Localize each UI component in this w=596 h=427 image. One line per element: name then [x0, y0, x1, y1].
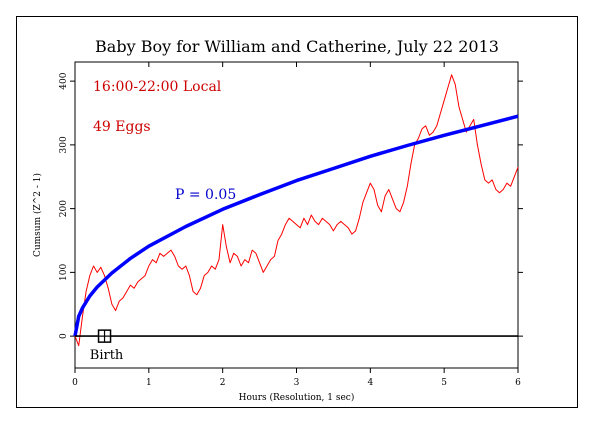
x-tick-label: 0 — [72, 378, 78, 388]
x-tick-label: 5 — [441, 378, 447, 388]
y-tick-label: 400 — [59, 72, 69, 89]
y-tick-label: 200 — [59, 200, 69, 217]
x-tick-label: 6 — [515, 378, 521, 388]
x-axis-title: Hours (Resolution, 1 sec) — [239, 392, 355, 403]
p-value-label: P = 0.05 — [175, 187, 236, 203]
x-tick-label: 4 — [367, 378, 373, 388]
data-series-line — [74, 74, 519, 347]
x-tick-label: 1 — [146, 378, 152, 388]
y-axis-title: Cumsum (Z^2 - 1) — [32, 173, 43, 257]
chart-title: Baby Boy for William and Catherine, July… — [95, 37, 499, 56]
y-tick-label: 0 — [59, 333, 69, 339]
p-threshold-line — [73, 114, 519, 337]
birth-label: Birth — [90, 348, 124, 363]
x-tick-label: 2 — [220, 378, 226, 388]
x-tick-label: 3 — [294, 378, 300, 388]
y-tick-label: 300 — [59, 136, 69, 153]
y-tick-label: 100 — [59, 264, 69, 281]
time-window-label: 16:00-22:00 Local — [93, 79, 222, 95]
plot-area: 0 1 2 3 4 5 6 0 100 200 300 400 Hours (Resolution, 1… — [32, 61, 523, 403]
plot-border — [74, 61, 519, 369]
eggs-label: 49 Eggs — [93, 119, 151, 135]
